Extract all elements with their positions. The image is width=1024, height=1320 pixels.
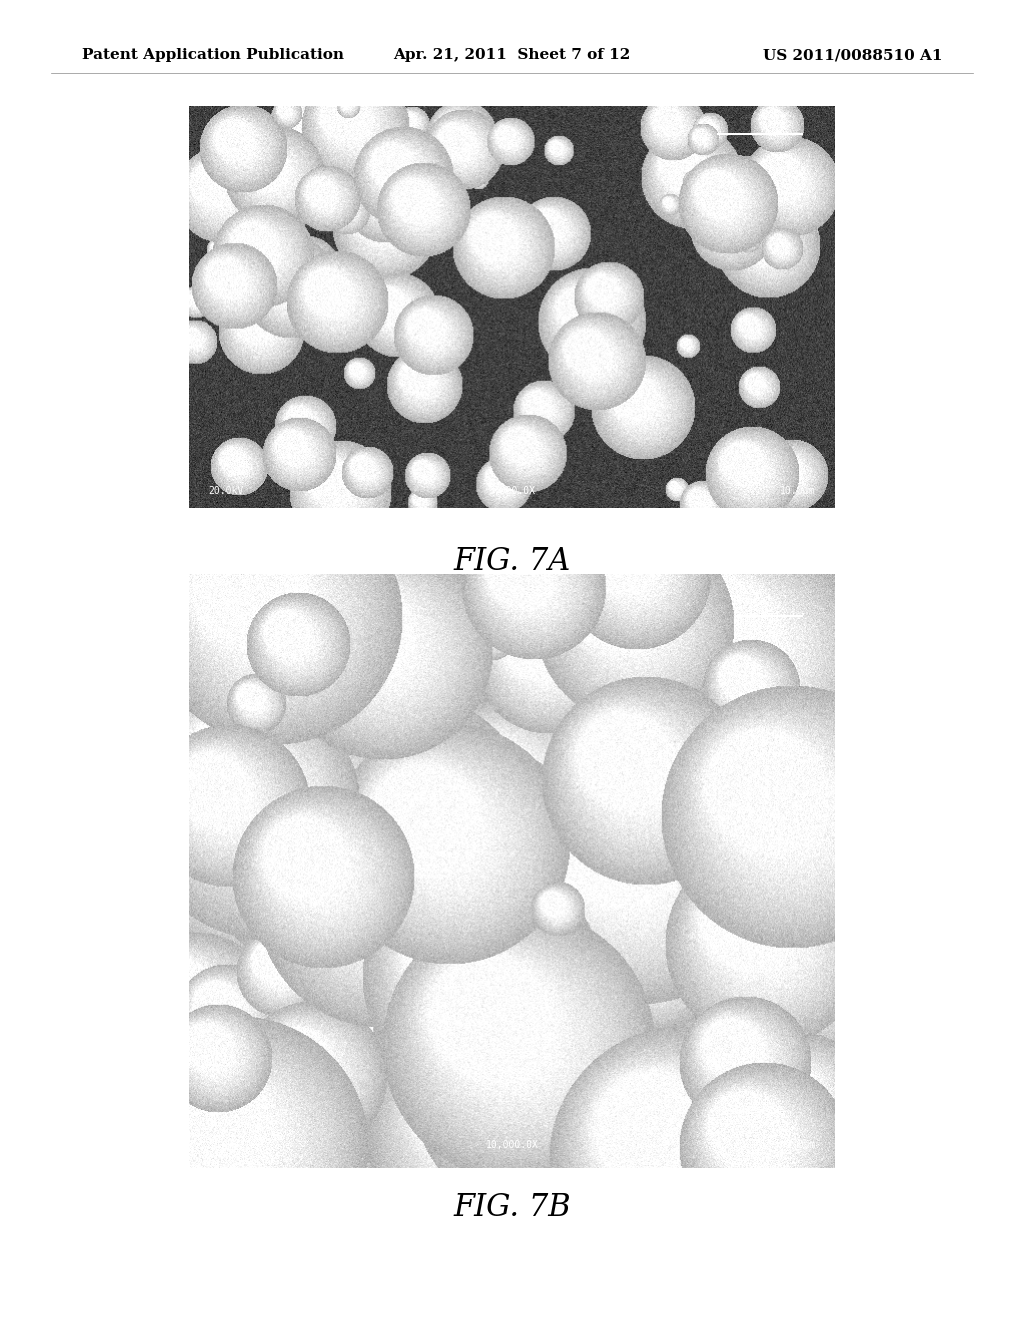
Text: 10.0μm: 10.0μm [780, 486, 815, 496]
Text: 10,000.0X: 10,000.0X [485, 1140, 539, 1150]
Text: FIG. 7A: FIG. 7A [454, 545, 570, 577]
Text: US 2011/0088510 A1: US 2011/0088510 A1 [763, 49, 942, 62]
Text: 20.0kV: 20.0kV [209, 486, 244, 496]
Text: 20.0kV: 20.0kV [209, 1140, 244, 1150]
Text: Patent Application Publication: Patent Application Publication [82, 49, 344, 62]
Text: FIG. 7B: FIG. 7B [454, 1192, 570, 1224]
Text: 2.0μm: 2.0μm [785, 1140, 815, 1150]
Text: Apr. 21, 2011  Sheet 7 of 12: Apr. 21, 2011 Sheet 7 of 12 [393, 49, 631, 62]
Text: 3,000.0X: 3,000.0X [488, 486, 536, 496]
